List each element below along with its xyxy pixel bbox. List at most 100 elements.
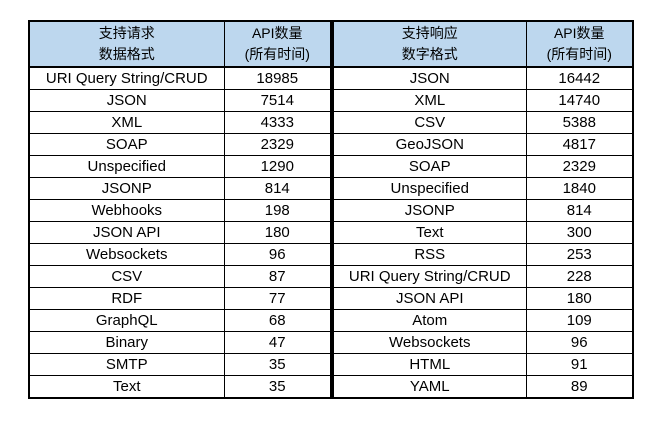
count-cell: 180 [223,221,332,244]
format-cell: CSV [28,265,225,288]
count-cell: 68 [223,309,332,332]
table-row: Webhooks 198 [28,199,332,222]
format-cell: RSS [332,243,527,266]
table-row: SMTP 35 [28,353,332,376]
count-cell: 35 [223,353,332,376]
table-row: Websockets 96 [332,331,634,354]
table-row: Atom 109 [332,309,634,332]
table-row: GraphQL 68 [28,309,332,332]
header-line: (所有时间) [244,46,310,62]
format-cell: GeoJSON [332,133,527,156]
table-row: JSONP 814 [28,177,332,200]
table-row: JSON 7514 [28,89,332,112]
format-cell: URI Query String/CRUD [332,265,527,288]
table-row: JSON 16442 [332,66,634,90]
format-cell: HTML [332,353,527,376]
table-row: JSONP 814 [332,199,634,222]
table-row: XML 14740 [332,89,634,112]
request-count-header: API数量 (所有时间) [223,20,332,68]
response-count-header: API数量 (所有时间) [525,20,634,68]
count-cell: 4333 [223,111,332,134]
count-cell: 5388 [525,111,634,134]
header-line: 支持响应 [401,25,458,41]
count-cell: 300 [525,221,634,244]
table-row: Unspecified 1290 [28,155,332,178]
header-line: API数量 [251,25,303,41]
header-line: API数量 [553,25,605,41]
count-cell: 814 [525,199,634,222]
header-row: 支持响应 数字格式 API数量 (所有时间) [332,20,634,68]
table-row: CSV 5388 [332,111,634,134]
count-cell: 1840 [525,177,634,200]
count-cell: 2329 [223,133,332,156]
format-cell: Webhooks [28,199,225,222]
count-cell: 77 [223,287,332,310]
table-row: Websockets 96 [28,243,332,266]
format-cell: URI Query String/CRUD [28,66,225,90]
table-row: SOAP 2329 [332,155,634,178]
count-cell: 2329 [525,155,634,178]
table-row: Unspecified 1840 [332,177,634,200]
request-formats-table: 支持请求 数据格式 API数量 (所有时间) URI Query String/… [28,20,332,399]
format-cell: Websockets [28,243,225,266]
count-cell: 47 [223,331,332,354]
count-cell: 7514 [223,89,332,112]
count-cell: 87 [223,265,332,288]
header-line: 数字格式 [401,46,458,62]
format-cell: YAML [332,375,527,399]
count-cell: 96 [223,243,332,266]
format-cell: JSON API [28,221,225,244]
count-cell: 180 [525,287,634,310]
count-cell: 35 [223,375,332,399]
api-format-tables: 支持请求 数据格式 API数量 (所有时间) URI Query String/… [28,20,634,399]
table-row: GeoJSON 4817 [332,133,634,156]
count-cell: 814 [223,177,332,200]
format-cell: JSONP [332,199,527,222]
table-row: YAML 89 [332,375,634,399]
count-cell: 89 [525,375,634,399]
count-cell: 253 [525,243,634,266]
table-row: JSON API 180 [332,287,634,310]
table-row: Text 300 [332,221,634,244]
table-row: RSS 253 [332,243,634,266]
format-cell: SOAP [28,133,225,156]
format-cell: JSON API [332,287,527,310]
request-format-header: 支持请求 数据格式 [28,20,225,68]
table-row: URI Query String/CRUD 228 [332,265,634,288]
format-cell: XML [332,89,527,112]
count-cell: 91 [525,353,634,376]
count-cell: 109 [525,309,634,332]
format-cell: Websockets [332,331,527,354]
header-row: 支持请求 数据格式 API数量 (所有时间) [28,20,332,68]
header-line: 支持请求 [98,25,155,41]
count-cell: 198 [223,199,332,222]
format-cell: SMTP [28,353,225,376]
format-cell: CSV [332,111,527,134]
table-row: XML 4333 [28,111,332,134]
count-cell: 1290 [223,155,332,178]
format-cell: Atom [332,309,527,332]
count-cell: 14740 [525,89,634,112]
format-cell: Unspecified [332,177,527,200]
table-row: HTML 91 [332,353,634,376]
response-format-header: 支持响应 数字格式 [332,20,527,68]
format-cell: Text [28,375,225,399]
format-cell: Unspecified [28,155,225,178]
format-cell: GraphQL [28,309,225,332]
format-cell: XML [28,111,225,134]
table-row: URI Query String/CRUD 18985 [28,66,332,90]
table-row: RDF 77 [28,287,332,310]
count-cell: 96 [525,331,634,354]
table-row: SOAP 2329 [28,133,332,156]
format-cell: Binary [28,331,225,354]
count-cell: 228 [525,265,634,288]
count-cell: 16442 [525,66,634,90]
table-row: JSON API 180 [28,221,332,244]
header-line: (所有时间) [546,46,612,62]
header-line: 数据格式 [98,46,155,62]
format-cell: JSONP [28,177,225,200]
table-row: Binary 47 [28,331,332,354]
format-cell: JSON [332,66,527,90]
table-row: CSV 87 [28,265,332,288]
response-formats-table: 支持响应 数字格式 API数量 (所有时间) JSON 16442 XML 1474… [332,20,634,399]
